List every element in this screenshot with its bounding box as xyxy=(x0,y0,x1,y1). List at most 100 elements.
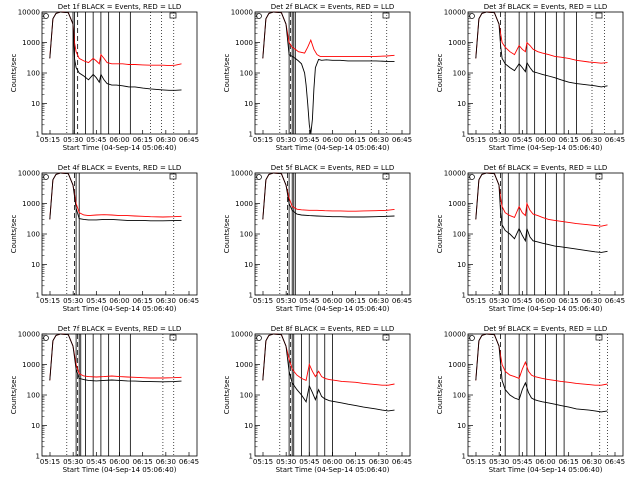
x-axis-label: Start Time (04-Sep-14 05:06:40) xyxy=(63,466,177,474)
corner-box xyxy=(382,334,390,341)
series-events-line xyxy=(49,333,182,383)
x-tick-label: 06:00 xyxy=(109,458,129,466)
y-tick-label: 1000 xyxy=(235,39,253,47)
x-tick-label: 06:30 xyxy=(582,136,602,144)
x-tick-label: 05:15 xyxy=(253,136,273,144)
y-tick-label: 100 xyxy=(240,70,253,78)
x-tick-label: 05:15 xyxy=(466,136,486,144)
x-tick-label: 06:15 xyxy=(346,297,366,305)
corner-marker xyxy=(256,335,262,341)
x-tick-label: 05:45 xyxy=(86,136,106,144)
x-tick-label: 06:30 xyxy=(369,458,389,466)
y-axis-label: Counts/sec xyxy=(436,54,444,93)
x-tick-label: 06:00 xyxy=(322,136,342,144)
y-tick-label: 100 xyxy=(240,392,253,400)
y-tick-label: 10 xyxy=(31,422,40,430)
series-events-line xyxy=(49,11,182,91)
y-tick-label: 10000 xyxy=(444,9,466,17)
corner-marker xyxy=(256,13,262,19)
y-axis-label: Counts/sec xyxy=(10,376,18,415)
x-tick-label: 06:45 xyxy=(392,297,412,305)
corner-box xyxy=(169,173,177,180)
x-tick-label: 06:45 xyxy=(605,458,625,466)
y-tick-label: 100 xyxy=(453,392,466,400)
corner-box xyxy=(595,173,603,180)
y-tick-label: 100 xyxy=(27,70,40,78)
x-tick-label: 06:15 xyxy=(559,458,579,466)
y-tick-label: 1 xyxy=(462,292,466,300)
y-tick-label: 10 xyxy=(31,100,40,108)
x-tick-label: 06:45 xyxy=(179,136,199,144)
y-tick-label: 1 xyxy=(462,453,466,461)
x-tick-label: 05:30 xyxy=(63,297,83,305)
y-tick-label: 10 xyxy=(457,100,466,108)
corner-marker xyxy=(256,174,262,180)
x-tick-label: 05:30 xyxy=(63,458,83,466)
x-tick-label: 05:30 xyxy=(276,297,296,305)
y-tick-label: 1000 xyxy=(235,200,253,208)
y-tick-label: 1 xyxy=(462,131,466,139)
panel-title: Det 3f BLACK = Events, RED = LLD xyxy=(484,3,607,11)
corner-box xyxy=(382,12,390,19)
x-tick-label: 06:00 xyxy=(535,458,555,466)
panel-title: Det 5f BLACK = Events, RED = LLD xyxy=(271,164,394,172)
x-tick-label: 05:45 xyxy=(512,136,532,144)
corner-marker xyxy=(469,13,475,19)
x-axis-label: Start Time (04-Sep-14 05:06:40) xyxy=(276,305,390,313)
y-tick-label: 100 xyxy=(27,231,40,239)
y-tick-label: 10000 xyxy=(231,9,253,17)
x-tick-label: 05:45 xyxy=(299,458,319,466)
x-tick-label: 06:15 xyxy=(133,458,153,466)
y-tick-label: 10000 xyxy=(444,170,466,178)
x-tick-label: 06:30 xyxy=(582,297,602,305)
panel-3: Det 3f BLACK = Events, RED = LLD 1 10 100 10… xyxy=(436,3,625,152)
panel-1: Det 1f BLACK = Events, RED = LLD 1 10 100 10… xyxy=(10,3,199,152)
y-tick-label: 1 xyxy=(249,453,253,461)
x-tick-label: 05:30 xyxy=(276,136,296,144)
x-tick-label: 06:45 xyxy=(392,458,412,466)
y-tick-label: 1000 xyxy=(235,361,253,369)
panel-2: Det 2f BLACK = Events, RED = LLD 1 10 100 10… xyxy=(223,3,412,152)
series-events-line xyxy=(262,172,395,220)
series-lld-line xyxy=(49,172,182,220)
x-tick-label: 05:45 xyxy=(512,297,532,305)
y-tick-label: 100 xyxy=(240,231,253,239)
x-tick-label: 06:15 xyxy=(133,297,153,305)
y-tick-label: 10000 xyxy=(18,331,40,339)
y-tick-label: 100 xyxy=(453,70,466,78)
x-tick-label: 06:15 xyxy=(133,136,153,144)
series-lld-line xyxy=(262,333,395,386)
x-tick-label: 05:15 xyxy=(40,297,60,305)
x-tick-label: 05:30 xyxy=(489,136,509,144)
y-tick-label: 10000 xyxy=(231,170,253,178)
y-axis-label: Counts/sec xyxy=(436,376,444,415)
x-tick-label: 06:30 xyxy=(156,136,176,144)
x-tick-label: 05:45 xyxy=(512,458,532,466)
y-tick-label: 1 xyxy=(36,292,40,300)
x-tick-label: 05:30 xyxy=(489,458,509,466)
panel-title: Det 8f BLACK = Events, RED = LLD xyxy=(271,325,394,333)
x-tick-label: 06:00 xyxy=(535,297,555,305)
x-tick-label: 05:15 xyxy=(40,136,60,144)
panel-title: Det 4f BLACK = Events, RED = LLD xyxy=(58,164,181,172)
series-lld-line xyxy=(262,172,395,220)
y-tick-label: 10000 xyxy=(18,9,40,17)
y-tick-label: 1 xyxy=(249,292,253,300)
x-axis-label: Start Time (04-Sep-14 05:06:40) xyxy=(63,305,177,313)
y-tick-label: 10 xyxy=(244,100,253,108)
corner-box xyxy=(595,12,603,19)
panel-7: Det 7f BLACK = Events, RED = LLD 1 10 100 10… xyxy=(10,325,199,474)
x-tick-label: 06:45 xyxy=(179,297,199,305)
x-tick-label: 06:15 xyxy=(559,136,579,144)
corner-marker xyxy=(43,335,49,341)
series-lld-line xyxy=(475,11,608,64)
panel-8: Det 8f BLACK = Events, RED = LLD 1 10 100 10… xyxy=(223,325,412,474)
panel-title: Det 1f BLACK = Events, RED = LLD xyxy=(58,3,181,11)
y-tick-label: 100 xyxy=(453,231,466,239)
x-tick-label: 06:45 xyxy=(605,297,625,305)
x-tick-label: 05:30 xyxy=(63,136,83,144)
corner-marker xyxy=(469,174,475,180)
corner-marker xyxy=(469,335,475,341)
x-axis-label: Start Time (04-Sep-14 05:06:40) xyxy=(276,466,390,474)
y-tick-label: 10000 xyxy=(444,331,466,339)
